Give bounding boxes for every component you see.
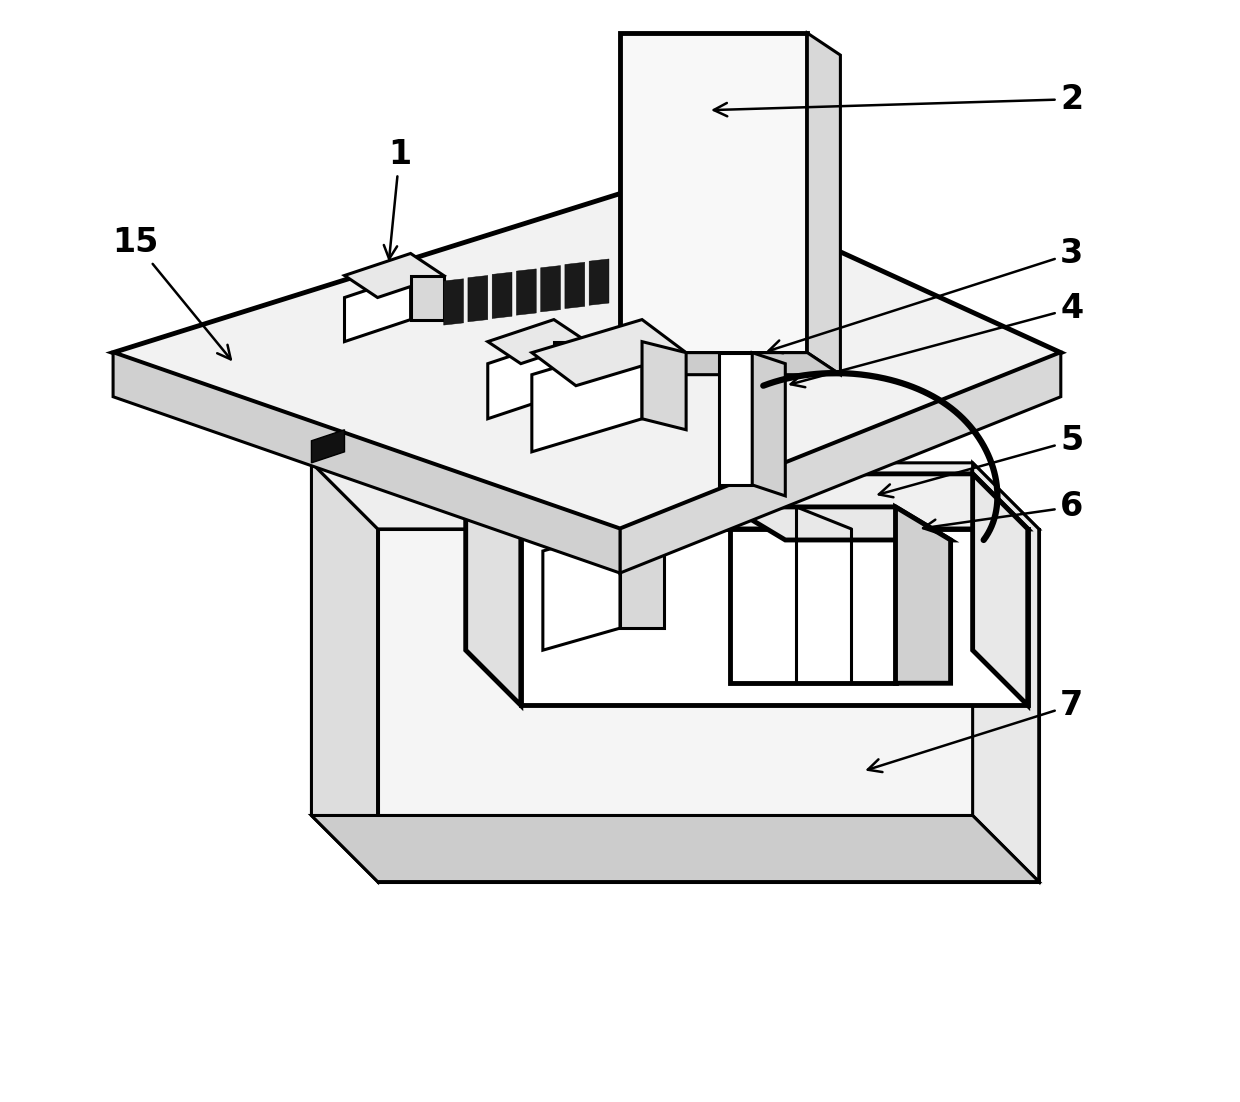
Polygon shape	[377, 529, 1039, 882]
Polygon shape	[466, 474, 1028, 529]
Polygon shape	[543, 529, 620, 650]
Polygon shape	[565, 262, 585, 309]
Polygon shape	[410, 276, 444, 320]
Polygon shape	[807, 33, 841, 375]
Polygon shape	[311, 463, 377, 882]
Polygon shape	[532, 342, 642, 452]
Polygon shape	[345, 253, 444, 298]
Polygon shape	[620, 353, 1060, 573]
Text: 1: 1	[384, 138, 412, 259]
Polygon shape	[642, 342, 686, 430]
Text: 6: 6	[923, 490, 1084, 533]
Text: 5: 5	[879, 424, 1084, 497]
Polygon shape	[719, 353, 753, 485]
Polygon shape	[554, 342, 587, 397]
Text: 4: 4	[791, 292, 1084, 387]
Text: 2: 2	[714, 83, 1084, 117]
Polygon shape	[972, 463, 1039, 882]
Text: 3: 3	[769, 237, 1084, 354]
Polygon shape	[487, 342, 554, 419]
Polygon shape	[730, 529, 895, 683]
Polygon shape	[730, 507, 951, 540]
Polygon shape	[589, 259, 609, 305]
Polygon shape	[311, 430, 345, 463]
Polygon shape	[895, 507, 951, 683]
Polygon shape	[467, 276, 487, 322]
Polygon shape	[620, 353, 841, 375]
Polygon shape	[345, 276, 410, 342]
Polygon shape	[113, 176, 1060, 529]
Polygon shape	[753, 353, 785, 496]
Polygon shape	[620, 529, 665, 628]
Polygon shape	[543, 507, 665, 551]
Polygon shape	[620, 33, 807, 353]
Polygon shape	[444, 279, 464, 325]
Polygon shape	[521, 529, 1028, 705]
Polygon shape	[532, 320, 686, 386]
Polygon shape	[466, 474, 521, 705]
Polygon shape	[311, 463, 1039, 529]
Polygon shape	[311, 815, 1039, 882]
Polygon shape	[541, 266, 560, 312]
Polygon shape	[516, 269, 536, 315]
Polygon shape	[113, 353, 620, 573]
Text: 15: 15	[112, 226, 231, 359]
Text: 7: 7	[868, 689, 1084, 773]
Polygon shape	[972, 474, 1028, 705]
Polygon shape	[492, 272, 512, 318]
Polygon shape	[487, 320, 587, 364]
